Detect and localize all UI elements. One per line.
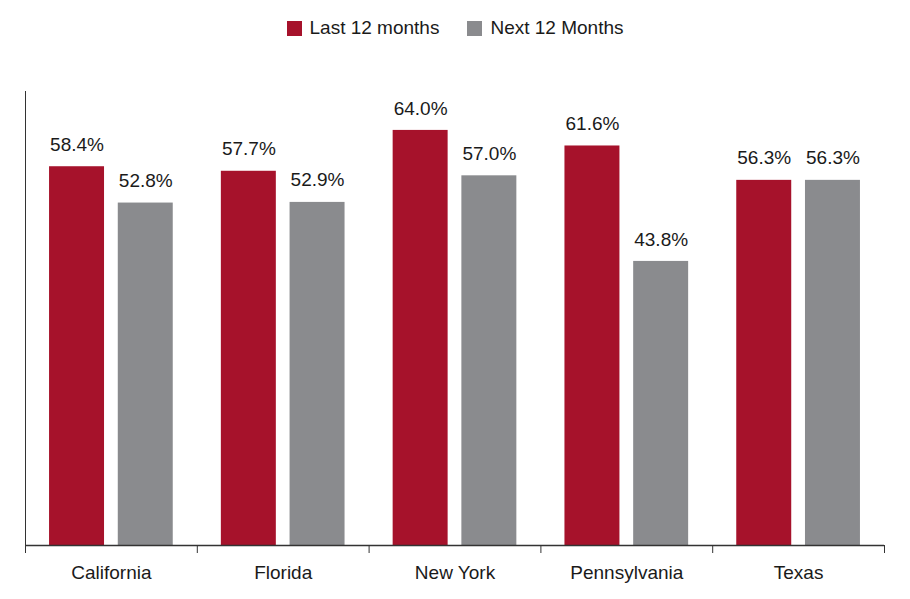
- svg-text:Florida: Florida: [254, 562, 313, 583]
- svg-text:52.8%: 52.8%: [119, 170, 173, 191]
- svg-text:Texas: Texas: [774, 562, 824, 583]
- svg-text:56.3%: 56.3%: [806, 147, 860, 168]
- svg-text:New York: New York: [415, 562, 496, 583]
- svg-text:57.7%: 57.7%: [222, 138, 276, 159]
- svg-text:43.8%: 43.8%: [634, 229, 688, 250]
- svg-text:58.4%: 58.4%: [50, 134, 104, 155]
- svg-text:56.3%: 56.3%: [737, 147, 791, 168]
- svg-text:64.0%: 64.0%: [394, 97, 448, 118]
- svg-text:57.0%: 57.0%: [462, 143, 516, 164]
- svg-text:Pennsylvania: Pennsylvania: [570, 562, 683, 583]
- html-text:Next 12 Months: Next 12 Months: [490, 17, 624, 38]
- svg-text:52.9%: 52.9%: [291, 169, 345, 190]
- svg-text:61.6%: 61.6%: [566, 113, 620, 134]
- svg-text:California: California: [71, 562, 152, 583]
- html-text:Last 12 months: Last 12 months: [309, 17, 440, 38]
